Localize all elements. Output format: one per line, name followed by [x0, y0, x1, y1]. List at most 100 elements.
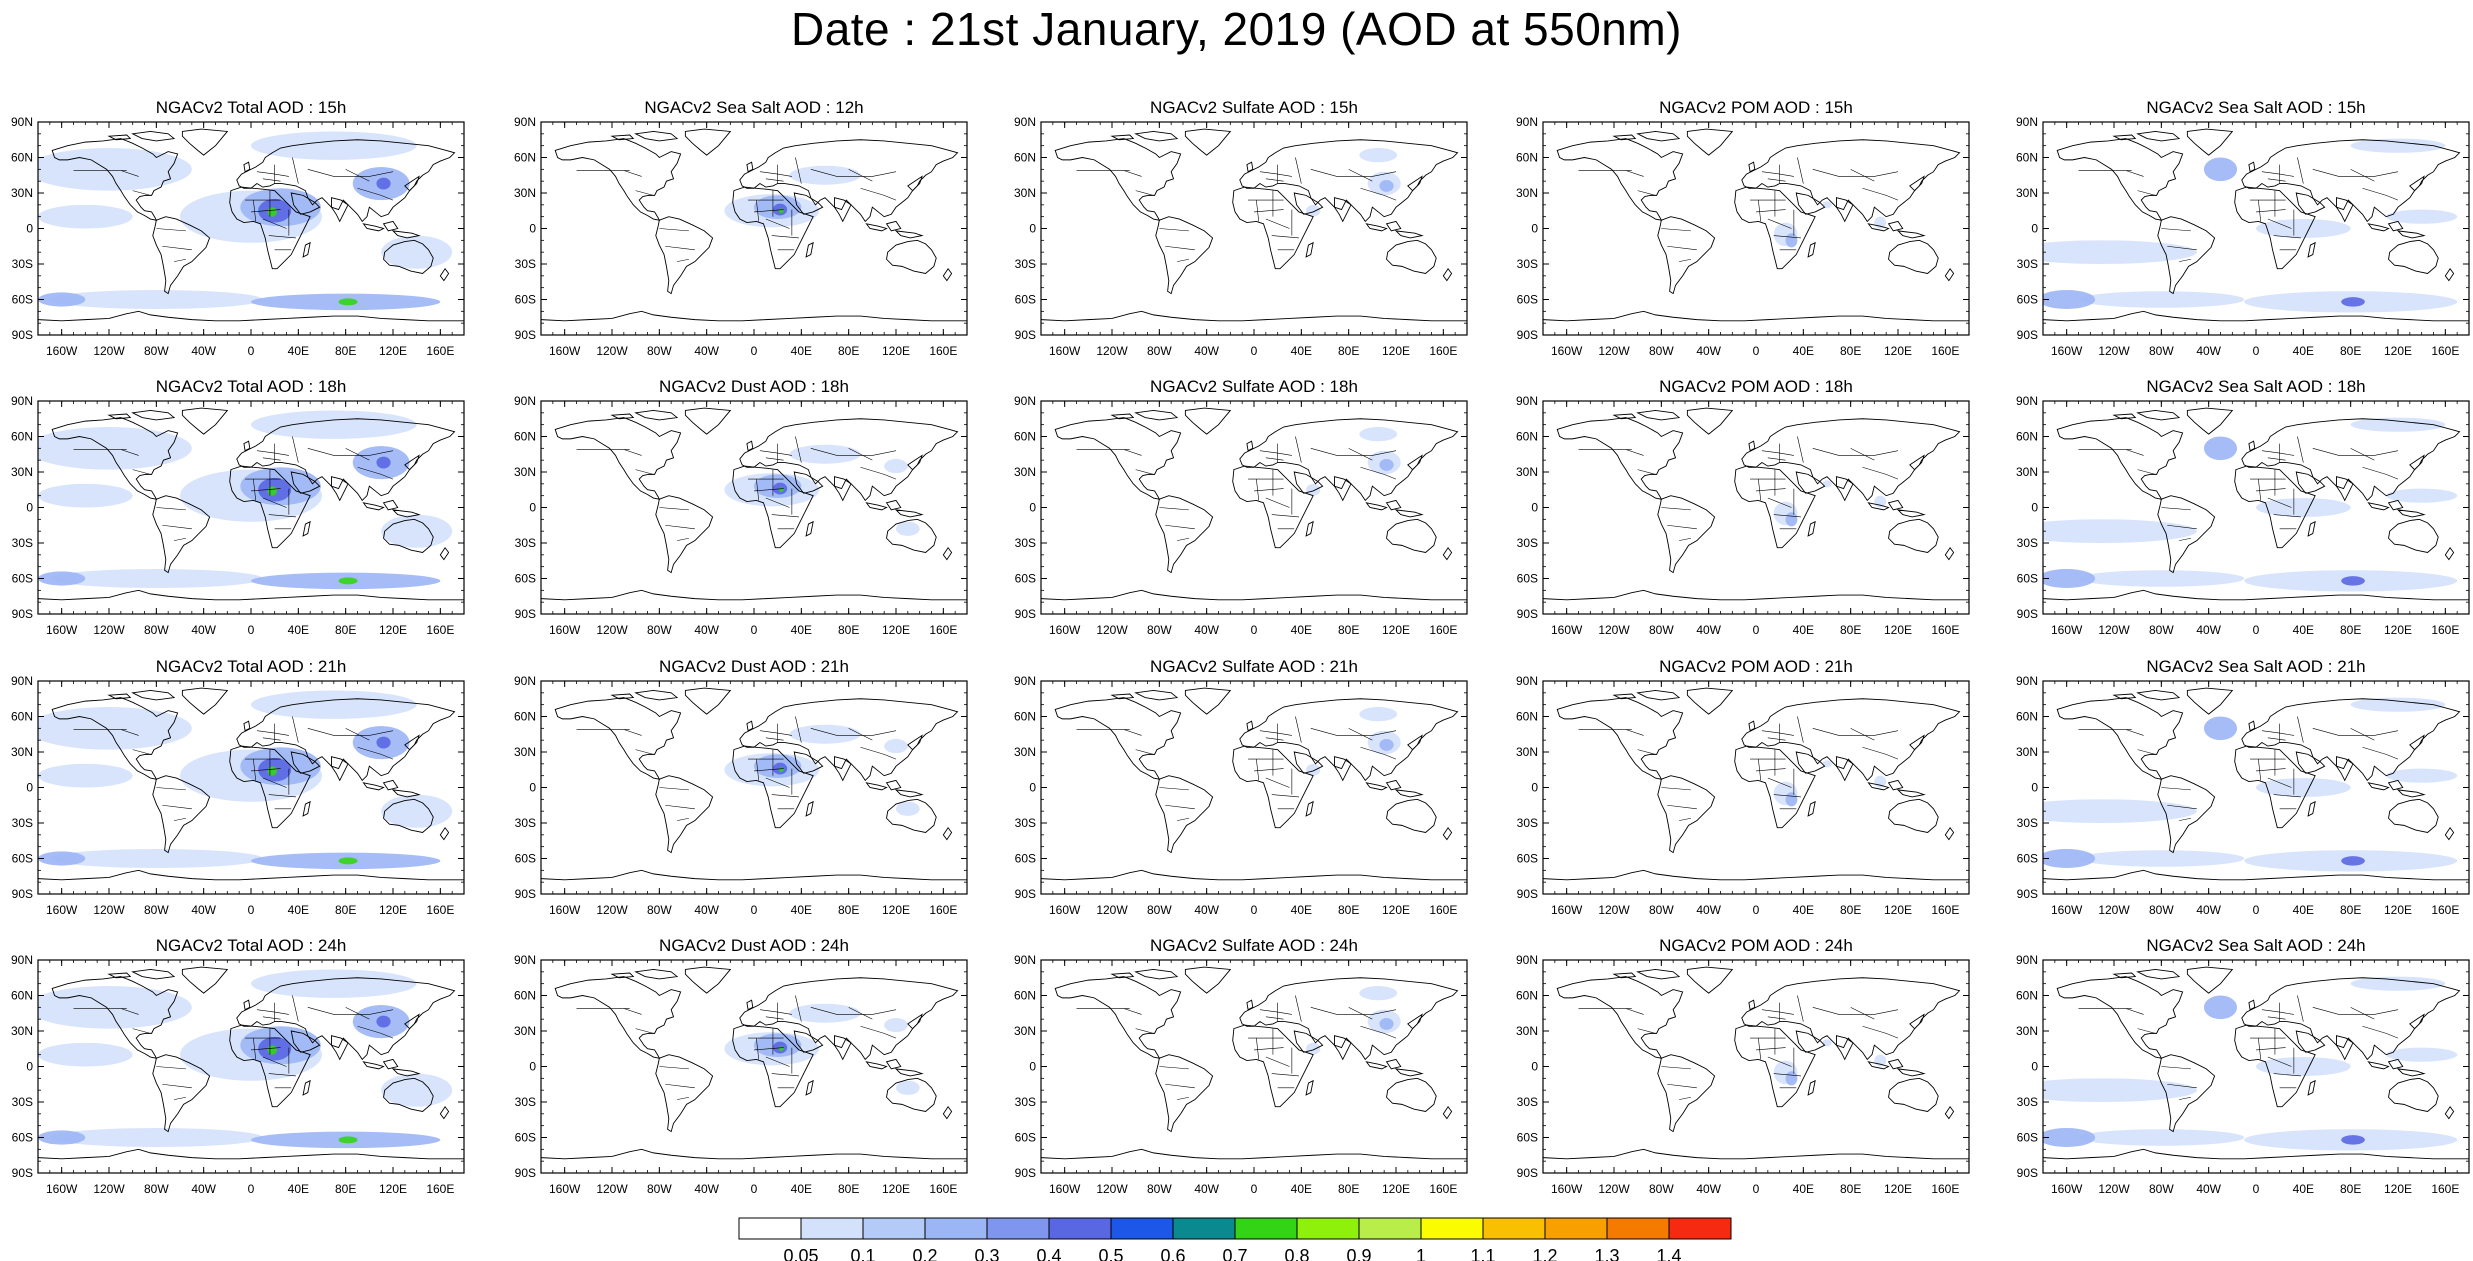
- lon-tick-label: 80E: [1338, 344, 1359, 358]
- lat-tick-label: 0: [26, 501, 33, 515]
- lat-tick-label: 90S: [12, 1166, 33, 1180]
- lat-tick-label: 0: [529, 501, 536, 515]
- lat-tick-label: 30S: [1015, 1095, 1036, 1109]
- lon-tick-label: 120W: [2098, 903, 2130, 917]
- colorbar-swatch: [1482, 1217, 1546, 1240]
- lon-tick-label: 80E: [1840, 623, 1861, 637]
- aod-field: [2203, 157, 2238, 182]
- aod-field: [381, 1073, 453, 1107]
- aod-field: [1874, 495, 1887, 508]
- aod-field: [2043, 799, 2197, 823]
- lon-tick-label: 80E: [335, 903, 356, 917]
- aod-field: [376, 177, 391, 190]
- aod-field: [38, 986, 192, 1029]
- colorbar-swatch: [1606, 1217, 1670, 1240]
- lon-tick-label: 160W: [1049, 623, 1081, 637]
- coastline-outline: [2043, 966, 2469, 1160]
- coastline-outline: [1543, 966, 1969, 1160]
- lat-tick-label: 30S: [515, 536, 536, 550]
- lat-tick-label: 30N: [514, 465, 536, 479]
- lat-tick-label: 30N: [1516, 745, 1538, 759]
- panel-title: NGACv2 Sulfate AOD : 15h: [1150, 98, 1358, 117]
- aod-field: [338, 1136, 358, 1144]
- lat-tick-label: 90S: [515, 1166, 536, 1180]
- lat-tick-label: 0: [2031, 222, 2038, 236]
- aod-field: [1379, 179, 1394, 192]
- panel-title: NGACv2 Sea Salt AOD : 18h: [2146, 377, 2365, 396]
- aod-field: [2350, 417, 2446, 432]
- lat-tick-label: 0: [26, 222, 33, 236]
- coastline-outline: [2043, 687, 2469, 881]
- lon-tick-label: 80W: [2149, 623, 2174, 637]
- lat-tick-label: 0: [26, 781, 33, 795]
- lon-tick-label: 40W: [1194, 903, 1219, 917]
- lat-tick-label: 30S: [515, 1095, 536, 1109]
- lat-tick-label: 90N: [11, 953, 33, 967]
- lon-tick-label: 80E: [838, 1182, 859, 1196]
- figure-title: Date : 21st January, 2019 (AOD at 550nm): [790, 3, 1683, 55]
- lon-tick-label: 120E: [882, 903, 910, 917]
- lon-tick-label: 40W: [1696, 1182, 1721, 1196]
- aod-field: [381, 235, 453, 269]
- lat-tick-label: 30N: [11, 465, 33, 479]
- aod-field: [2043, 849, 2096, 868]
- lon-tick-label: 120E: [1884, 344, 1912, 358]
- lon-tick-label: 40W: [2196, 1182, 2221, 1196]
- aod-field: [1379, 738, 1394, 751]
- lon-tick-label: 80E: [2340, 1182, 2361, 1196]
- lon-tick-label: 120W: [596, 1182, 628, 1196]
- lat-tick-label: 60N: [11, 430, 33, 444]
- lon-tick-label: 120E: [1382, 623, 1410, 637]
- lon-tick-label: 120W: [2098, 344, 2130, 358]
- lon-tick-label: 40E: [1793, 344, 1814, 358]
- lon-tick-label: 0: [751, 623, 758, 637]
- aod-field: [251, 969, 417, 998]
- lon-tick-label: 80E: [1840, 903, 1861, 917]
- lat-tick-label: 60N: [1516, 430, 1538, 444]
- lon-tick-label: 40W: [694, 903, 719, 917]
- panel-title: NGACv2 Total AOD : 21h: [156, 657, 347, 676]
- lat-tick-label: 60N: [11, 989, 33, 1003]
- colorbar-label: 1: [1416, 1246, 1426, 1261]
- lat-tick-label: 90S: [1015, 1166, 1036, 1180]
- map-panel: NGACv2 Total AOD : 15h 90N 60N 30N 0 30S 60S 90…: [11, 98, 465, 358]
- lat-tick-label: 30S: [12, 536, 33, 550]
- aod-field: [884, 1017, 908, 1033]
- aod-field: [2341, 1135, 2365, 1145]
- lat-tick-label: 90S: [515, 607, 536, 621]
- lon-tick-label: 0: [248, 623, 255, 637]
- lon-tick-label: 0: [1753, 903, 1760, 917]
- lat-tick-label: 90S: [12, 607, 33, 621]
- lat-tick-label: 90S: [1015, 607, 1036, 621]
- lat-tick-label: 0: [1029, 781, 1036, 795]
- lon-tick-label: 120E: [379, 623, 407, 637]
- map-frame: [1040, 680, 1468, 895]
- aod-field: [2386, 768, 2458, 783]
- map-panel: NGACv2 Sulfate AOD : 18h 90N 60N 30N 0 30S 60S…: [1014, 377, 1468, 637]
- aod-field: [1874, 216, 1887, 229]
- aod-field: [38, 148, 192, 191]
- lon-tick-label: 160W: [1551, 903, 1583, 917]
- lat-tick-label: 60N: [2016, 430, 2038, 444]
- lat-tick-label: 0: [2031, 1060, 2038, 1074]
- lat-tick-label: 30S: [1015, 257, 1036, 271]
- lon-tick-label: 160E: [426, 903, 454, 917]
- aod-field: [38, 851, 86, 866]
- lon-tick-label: 80W: [144, 903, 169, 917]
- lat-tick-label: 60S: [515, 1131, 536, 1145]
- lon-tick-label: 120E: [2384, 1182, 2412, 1196]
- lat-tick-label: 0: [529, 781, 536, 795]
- lon-tick-label: 80W: [2149, 344, 2174, 358]
- lon-tick-label: 80E: [838, 623, 859, 637]
- lat-tick-label: 90N: [2016, 674, 2038, 688]
- lat-tick-label: 30N: [1014, 465, 1036, 479]
- aod-field: [896, 521, 920, 536]
- lon-tick-label: 40W: [694, 1182, 719, 1196]
- lat-tick-label: 30N: [2016, 186, 2038, 200]
- lon-tick-label: 80W: [144, 1182, 169, 1196]
- aod-field: [2341, 297, 2365, 307]
- aod-field: [267, 766, 278, 776]
- lon-tick-label: 120E: [882, 1182, 910, 1196]
- lon-tick-label: 40W: [191, 903, 216, 917]
- colorbar-swatch: [1420, 1217, 1484, 1240]
